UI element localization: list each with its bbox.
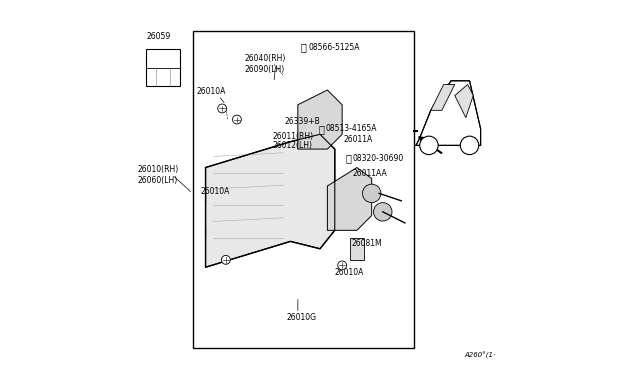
Text: 26011A: 26011A: [344, 135, 373, 144]
Circle shape: [338, 261, 347, 270]
Circle shape: [218, 104, 227, 113]
Text: 08513-4165A: 08513-4165A: [326, 124, 377, 133]
Text: Ⓑ: Ⓑ: [300, 42, 307, 52]
Text: 26010A: 26010A: [200, 187, 229, 196]
Polygon shape: [328, 167, 372, 230]
Text: Ⓢ: Ⓢ: [345, 153, 351, 163]
Text: Ⓑ: Ⓑ: [319, 124, 324, 134]
Text: 08320-30690: 08320-30690: [353, 154, 404, 163]
Polygon shape: [298, 90, 342, 149]
Circle shape: [221, 256, 230, 264]
Polygon shape: [455, 84, 473, 118]
Text: 26011(RH): 26011(RH): [272, 132, 313, 141]
Text: 26339+B: 26339+B: [285, 117, 321, 126]
Circle shape: [420, 136, 438, 155]
Circle shape: [232, 115, 241, 124]
Text: 26081M: 26081M: [352, 239, 382, 248]
Text: 26059: 26059: [147, 32, 171, 41]
Circle shape: [374, 203, 392, 221]
Circle shape: [362, 184, 381, 203]
Text: 26010(RH): 26010(RH): [137, 165, 179, 174]
Text: 08566-5125A: 08566-5125A: [308, 43, 360, 52]
Text: 26010G: 26010G: [286, 312, 316, 321]
Bar: [349, 238, 364, 260]
Text: 26060(LH): 26060(LH): [137, 176, 177, 185]
Circle shape: [460, 136, 479, 155]
Text: A260°(1·: A260°(1·: [464, 352, 495, 359]
Text: 26010A: 26010A: [196, 87, 226, 96]
Text: 26090(LH): 26090(LH): [244, 65, 285, 74]
Bar: [193, 31, 414, 349]
Polygon shape: [205, 134, 335, 267]
Polygon shape: [416, 81, 481, 145]
Polygon shape: [431, 84, 455, 110]
Text: 26040(RH): 26040(RH): [244, 54, 285, 63]
Text: 26012(LH): 26012(LH): [272, 141, 312, 150]
Text: 26011AA: 26011AA: [353, 169, 387, 177]
Bar: [147, 49, 180, 86]
Text: 26010A: 26010A: [334, 268, 364, 277]
